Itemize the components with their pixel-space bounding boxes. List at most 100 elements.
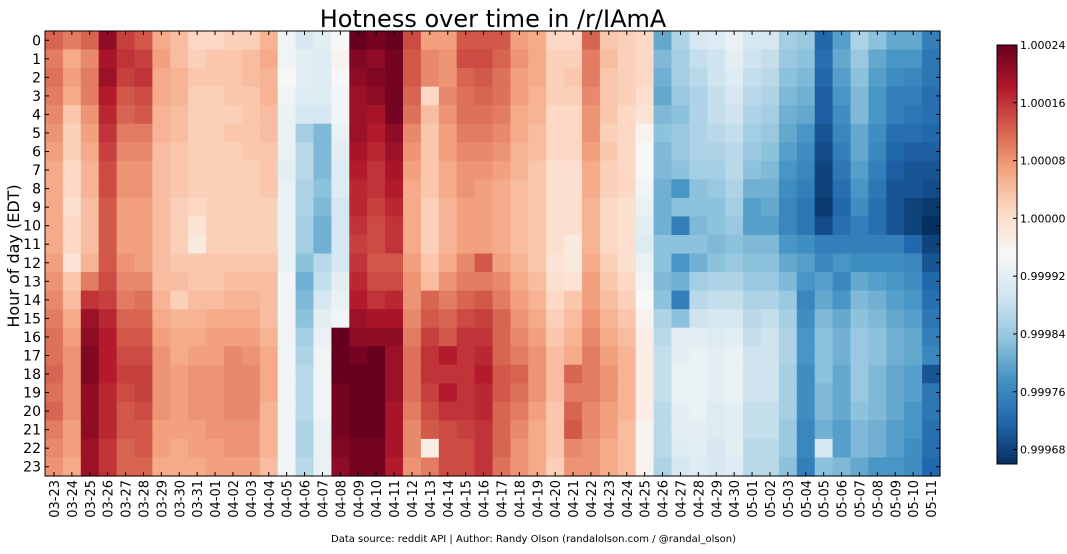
heatmap-cell [671,364,690,384]
heatmap-cell [796,383,816,403]
heatmap-cell [474,346,494,366]
heatmap-cell [510,457,529,477]
heatmap-cell [456,364,476,384]
heatmap-cell [116,234,136,255]
heatmap-cell [474,401,494,421]
heatmap-cell [922,142,941,162]
heatmap-cell [922,327,941,347]
heatmap-cell [313,234,332,255]
y-tick-label: 11 [23,237,41,253]
heatmap-cell [635,309,655,329]
heatmap-cell [403,272,422,292]
heatmap-cell [438,364,458,384]
heatmap-cell [492,401,511,421]
heatmap-cell [743,86,762,106]
heatmap-cell [206,420,225,440]
heatmap-cell [438,31,458,51]
heatmap-cell [778,272,798,292]
heatmap-cell [689,86,708,106]
x-tick-label: 04-14 [442,480,457,518]
heatmap-cell [259,272,279,292]
heatmap-cell [45,346,64,366]
x-tick-label: 04-19 [531,480,546,518]
heatmap-cell [814,327,834,347]
heatmap-cell [420,86,440,106]
heatmap-cell [313,383,332,403]
heatmap-cell [904,234,923,255]
colorbar [996,44,1018,465]
heatmap-cell [725,216,744,236]
heatmap-cell [617,457,637,477]
heatmap-cell [868,346,887,366]
x-tick-label: 05-03 [782,480,797,518]
heatmap-cell [528,234,547,255]
heatmap-cell [349,234,368,255]
heatmap-cell [653,31,673,51]
heatmap-cell [743,290,762,310]
heatmap-cell [653,401,673,421]
heatmap-cell [546,31,565,51]
heatmap-cell [367,438,386,459]
heatmap-cell [546,309,565,329]
heatmap-cell [689,309,708,329]
heatmap-cell [761,31,780,51]
heatmap-cell [456,68,476,88]
heatmap-cell [438,309,458,329]
heatmap-cell [564,31,583,51]
heatmap-cell [546,383,565,403]
heatmap-cell [98,383,118,403]
heatmap-cell [331,457,350,477]
heatmap-cell [474,234,494,255]
heatmap-cell [635,364,655,384]
heatmap-cell [188,309,207,329]
heatmap-cell [295,142,315,162]
heatmap-cell [599,216,619,236]
heatmap-cell [224,364,243,384]
heatmap-cell [170,364,189,384]
heatmap-cell [241,216,261,236]
heatmap-cell [653,86,673,106]
heatmap-cell [599,234,619,255]
heatmap-cell [796,234,816,255]
heatmap-cell [796,290,816,310]
y-tick-label: 23 [23,460,41,476]
x-tick-label: 05-07 [853,480,868,518]
heatmap-cell [98,438,118,459]
heatmap-cell [295,438,315,459]
heatmap-cell [582,364,601,384]
heatmap-cell [98,86,118,106]
heatmap-cell [832,383,852,403]
heatmap-cell [116,86,136,106]
heatmap-cell [546,364,565,384]
heatmap-cell [868,142,887,162]
heatmap-cell [134,31,153,51]
heatmap-cell [331,346,350,366]
heatmap-cell [116,160,136,180]
heatmap-cell [80,272,100,292]
heatmap-cell [116,68,136,88]
heatmap-cell [778,31,798,51]
heatmap-cell [546,197,565,218]
x-tick-label: 05-10 [907,480,922,518]
heatmap-cell [403,327,422,347]
heatmap-cell [403,346,422,366]
heatmap-cell [635,68,655,88]
heatmap-cell [689,160,708,180]
x-tick-label: 03-24 [66,480,81,518]
heatmap-cell [134,253,153,273]
heatmap-cell [582,197,601,218]
heatmap-cell [689,68,708,88]
x-tick-label: 03-31 [191,480,206,518]
x-tick-label: 04-26 [657,480,672,518]
heatmap-cell [904,327,923,347]
heatmap-cell [241,31,261,51]
heatmap-cell [367,346,386,366]
heatmap-cell [188,197,207,218]
heatmap-cell [617,290,637,310]
heatmap-cell [922,309,941,329]
heatmap-cell [635,383,655,403]
heatmap-cell [456,123,476,143]
heatmap-cell [188,272,207,292]
heatmap-cell [188,49,207,69]
heatmap-cell [295,86,315,106]
